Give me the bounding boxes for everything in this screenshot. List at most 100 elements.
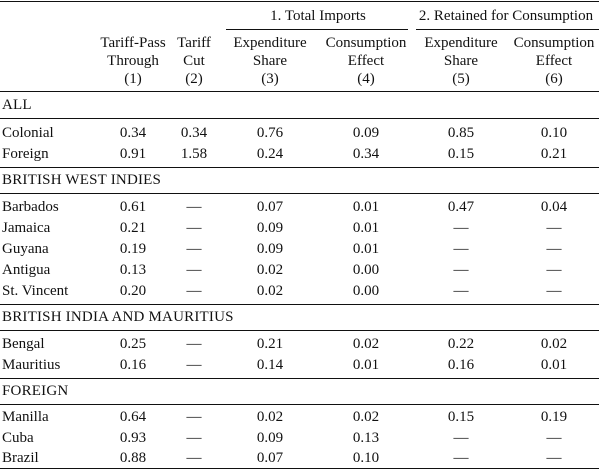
section-rule — [0, 167, 599, 168]
table-cell: 0.01 — [352, 241, 380, 257]
column-header-tariff-pass-through: Tariff-Pass Through (1) — [100, 34, 165, 88]
table-cell: 0.09 — [256, 220, 284, 236]
table-cell: — — [186, 357, 202, 373]
row-label-jamaica: Jamaica — [2, 220, 51, 236]
column-header-line: Tariff — [177, 35, 211, 51]
table-cell: 0.85 — [447, 125, 475, 141]
table-cell: — — [453, 220, 469, 236]
column-header-line: (4) — [357, 71, 375, 87]
table-cell: — — [453, 430, 469, 446]
column-header-consumption-effect-6: Consumption Effect (6) — [514, 34, 595, 88]
table-cell: — — [546, 430, 562, 446]
table-cell: 0.00 — [352, 262, 380, 278]
table-cell: — — [186, 336, 202, 352]
table-cell: — — [186, 430, 202, 446]
row-label-barbados: Barbados — [2, 199, 59, 215]
column-header-line: (6) — [545, 71, 563, 87]
table-cell: 0.91 — [119, 146, 147, 162]
table-cell: 0.02 — [352, 336, 380, 352]
row-label-antigua: Antigua — [2, 262, 51, 278]
table-cell: — — [546, 450, 562, 466]
section-rule — [0, 404, 599, 405]
table-cell: — — [453, 450, 469, 466]
row-label-st-vincent: St. Vincent — [2, 283, 69, 299]
table-cell: 0.15 — [447, 409, 475, 425]
column-header-line: Consumption — [325, 35, 407, 51]
column-header-line: (5) — [452, 71, 470, 87]
table-cell: — — [546, 283, 562, 299]
group-header-total-imports: 1. Total Imports — [270, 8, 366, 24]
table-cell: 0.10 — [540, 125, 568, 141]
table-cell: — — [453, 283, 469, 299]
table-cell: — — [546, 262, 562, 278]
column-header-consumption-effect-4: Consumption Effect (4) — [326, 34, 407, 88]
column-header-line: Tariff-Pass — [100, 35, 166, 51]
table-cell: 0.25 — [119, 336, 147, 352]
table-cell: 0.21 — [256, 336, 284, 352]
section-rule — [0, 304, 599, 305]
table-cell: 0.02 — [256, 409, 284, 425]
table-cell: — — [186, 450, 202, 466]
column-header-expenditure-share-3: Expenditure Share (3) — [233, 34, 306, 88]
column-header-line: Cut — [183, 53, 205, 69]
table-cell: 0.34 — [119, 125, 147, 141]
table-cell: 0.00 — [352, 283, 380, 299]
section-title-british-west-indies: BRITISH WEST INDIES — [2, 172, 162, 188]
table-cell: 0.13 — [352, 430, 380, 446]
table-cell: — — [186, 241, 202, 257]
table-top-rule — [0, 1, 599, 2]
table-cell: 0.02 — [540, 336, 568, 352]
table-cell: 0.88 — [119, 450, 147, 466]
row-label-colonial: Colonial — [2, 125, 54, 141]
table-cell: 1.58 — [180, 146, 208, 162]
table-cell: 0.01 — [352, 357, 380, 373]
table-cell: — — [186, 199, 202, 215]
table-cell: 0.20 — [119, 283, 147, 299]
table-cell: 0.01 — [352, 220, 380, 236]
section-rule — [0, 330, 599, 331]
section-rule — [0, 378, 599, 379]
section-title-british-india-mauritius: BRITISH INDIA AND MAURITIUS — [2, 309, 234, 325]
table-cell: 0.02 — [256, 262, 284, 278]
table-cell: — — [186, 220, 202, 236]
header-bottom-rule — [0, 91, 599, 92]
section-rule — [0, 118, 599, 119]
row-label-bengal: Bengal — [2, 336, 45, 352]
table-cell: 0.34 — [352, 146, 380, 162]
table-cell: — — [186, 409, 202, 425]
table-cell: 0.22 — [447, 336, 475, 352]
table-cell: 0.21 — [540, 146, 568, 162]
table-cell: — — [453, 241, 469, 257]
table-cell: 0.93 — [119, 430, 147, 446]
table-cell: 0.47 — [447, 199, 475, 215]
row-label-guyana: Guyana — [2, 241, 49, 257]
table-cell: 0.07 — [256, 450, 284, 466]
table-cell: 0.07 — [256, 199, 284, 215]
table-cell: — — [546, 241, 562, 257]
row-label-foreign: Foreign — [2, 146, 49, 162]
table-cell: 0.61 — [119, 199, 147, 215]
table-cell: 0.16 — [447, 357, 475, 373]
table-cell: 0.01 — [352, 199, 380, 215]
table-cell: — — [453, 262, 469, 278]
table-cell: 0.10 — [352, 450, 380, 466]
table-cell: 0.16 — [119, 357, 147, 373]
column-header-line: Expenditure — [233, 35, 307, 51]
column-header-line: (1) — [124, 71, 142, 87]
column-header-line: Effect — [535, 53, 573, 69]
table-cell: 0.19 — [119, 241, 147, 257]
table-cell: 0.64 — [119, 409, 147, 425]
column-header-tariff-cut: Tariff Cut (2) — [177, 34, 211, 88]
row-label-brazil: Brazil — [2, 450, 39, 466]
column-header-line: Consumption — [513, 35, 595, 51]
column-header-expenditure-share-5: Expenditure Share (5) — [424, 34, 497, 88]
table-cell: 0.14 — [256, 357, 284, 373]
table-cell: 0.09 — [352, 125, 380, 141]
column-header-line: Effect — [347, 53, 385, 69]
table-cell: 0.13 — [119, 262, 147, 278]
table-cell: 0.09 — [256, 430, 284, 446]
table-cell: 0.04 — [540, 199, 568, 215]
column-header-line: (2) — [185, 71, 203, 87]
group-header-retained: 2. Retained for Consumption — [418, 8, 594, 24]
column-header-line: Through — [107, 53, 159, 69]
